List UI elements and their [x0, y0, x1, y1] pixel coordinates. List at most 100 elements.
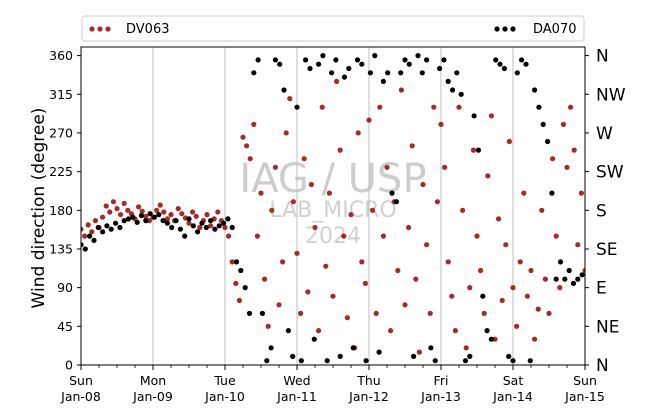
point-da070 [553, 276, 559, 282]
point-dv063 [316, 328, 322, 334]
point-da070 [225, 216, 231, 222]
point-da070 [173, 218, 179, 224]
point-da070 [545, 138, 551, 145]
point-da070 [130, 214, 136, 220]
point-da070 [557, 259, 564, 265]
point-dv063 [373, 310, 379, 316]
point-da070 [389, 190, 395, 196]
point-da070 [575, 276, 581, 282]
point-da070 [160, 218, 166, 224]
y-tick-label: 360 [49, 48, 73, 63]
point-da070 [298, 358, 304, 364]
point-da070 [424, 57, 430, 63]
point-dv063 [406, 224, 412, 231]
point-da070 [311, 336, 317, 342]
point-dv063 [506, 138, 512, 145]
plot-area [81, 47, 585, 365]
x-tick-date: Jan-15 [564, 389, 605, 404]
point-dv063 [254, 233, 260, 239]
y-tick-label: 0 [65, 358, 73, 373]
point-da070 [333, 57, 339, 63]
x-tick-day: Sat [503, 373, 524, 388]
point-dv063 [143, 213, 149, 219]
point-dv063 [420, 181, 426, 188]
y-axis-label: Wind direction (degree) [29, 108, 49, 309]
x-tick-day: Sun [69, 373, 93, 388]
point-dv063 [402, 302, 408, 308]
point-dv063 [247, 156, 253, 162]
point-dv063 [488, 113, 494, 119]
point-dv063 [229, 259, 235, 265]
point-dv063 [524, 293, 531, 299]
x-axis: SunJan-08MonJan-09TueJan-10WedJan-11ThuJ… [60, 365, 605, 404]
point-da070 [113, 220, 119, 226]
compass-label: N [596, 356, 609, 376]
point-da070 [151, 214, 157, 220]
legend-marker-da070 [494, 26, 516, 32]
point-da070 [91, 237, 97, 243]
point-da070 [337, 353, 343, 359]
point-dv063 [298, 310, 304, 316]
watermark-line-2: LAB_MICRO [269, 198, 396, 223]
point-da070 [372, 53, 378, 59]
point-dv063 [496, 216, 502, 222]
x-tick-date: Jan-09 [132, 389, 173, 404]
compass-label: N [596, 47, 609, 67]
x-tick-date: Jan-14 [492, 389, 533, 404]
point-da070 [134, 219, 140, 225]
point-dv063 [240, 134, 246, 140]
point-dv063 [186, 220, 192, 226]
point-dv063 [251, 121, 257, 127]
point-dv063 [81, 226, 84, 232]
y-axis: 0 45 90 135 180 225 270 315 360 [49, 48, 81, 373]
point-dv063 [546, 310, 552, 316]
point-da070 [186, 216, 192, 222]
data-points [81, 53, 585, 364]
point-dv063 [434, 199, 440, 205]
compass-label: NW [596, 85, 626, 105]
x-tick-date: Jan-13 [420, 389, 461, 404]
point-dv063 [154, 207, 160, 213]
point-dv063 [431, 104, 437, 110]
point-dv063 [319, 104, 325, 110]
point-da070 [285, 328, 291, 334]
x-tick-date: Jan-08 [60, 389, 101, 404]
point-dv063 [276, 302, 282, 308]
point-da070 [385, 70, 391, 76]
point-dv063 [283, 130, 289, 136]
y-tick-label: 45 [57, 319, 73, 334]
point-dv063 [89, 229, 95, 235]
point-da070 [480, 293, 486, 299]
point-dv063 [355, 130, 361, 136]
point-dv063 [110, 199, 116, 205]
point-dv063 [222, 224, 228, 231]
legend-label-dv063: DV063 [126, 22, 170, 37]
point-da070 [350, 345, 356, 351]
x-tick-date: Jan-10 [204, 389, 245, 404]
point-da070 [454, 70, 460, 76]
point-dv063 [258, 190, 264, 196]
point-da070 [290, 353, 296, 359]
point-dv063 [395, 267, 401, 274]
point-dv063 [463, 345, 469, 351]
x-tick-day: Fri [434, 373, 449, 388]
x-tick-date: Jan-11 [276, 389, 317, 404]
point-da070 [341, 74, 348, 80]
point-da070 [190, 223, 196, 229]
point-da070 [419, 70, 425, 76]
point-dv063 [413, 276, 419, 282]
y-tick-label: 90 [57, 280, 73, 295]
point-da070 [549, 190, 555, 196]
point-dv063 [442, 164, 448, 170]
legend-dot [494, 26, 500, 32]
point-da070 [294, 104, 300, 110]
point-dv063 [157, 202, 163, 208]
point-da070 [510, 358, 516, 364]
point-dv063 [528, 267, 534, 274]
point-da070 [121, 218, 127, 224]
point-dv063 [269, 207, 275, 213]
point-da070 [277, 61, 283, 67]
point-dv063 [377, 104, 383, 110]
point-dv063 [456, 104, 462, 110]
compass-label: SW [596, 163, 624, 183]
